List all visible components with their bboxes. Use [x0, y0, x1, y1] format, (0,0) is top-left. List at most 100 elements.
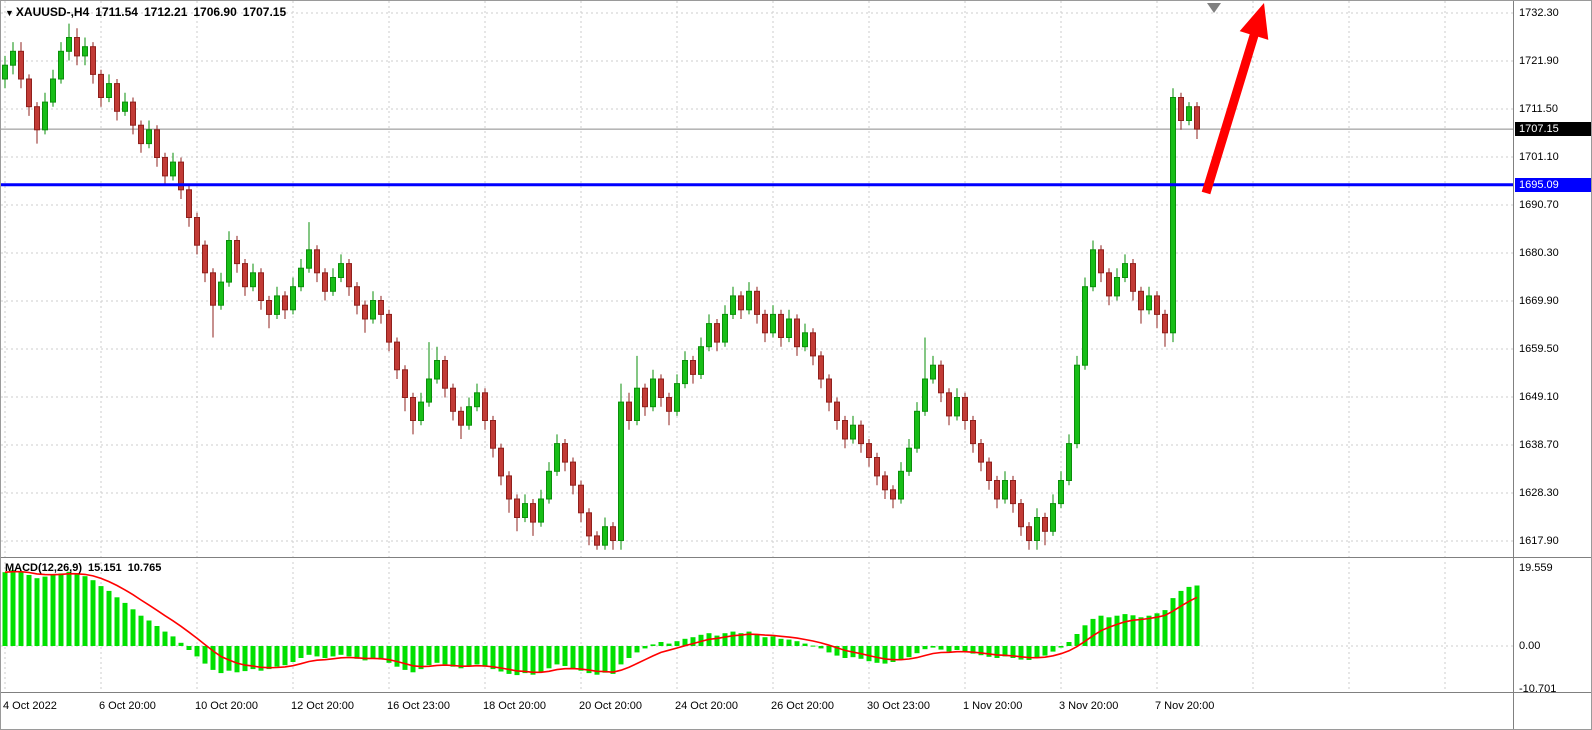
macd-histogram-bar	[746, 631, 752, 646]
candle-down	[354, 286, 360, 306]
macd-histogram-bar	[730, 631, 736, 646]
candle-up	[298, 267, 304, 288]
macd-histogram-bar	[786, 639, 792, 646]
macd-histogram-bar	[658, 642, 664, 646]
candle-down	[530, 503, 536, 523]
ohlc-close-value: 1707.15	[242, 5, 287, 19]
candle-down	[666, 397, 672, 412]
macd-histogram-bar	[1178, 590, 1184, 646]
macd-histogram-bar	[482, 646, 488, 667]
macd-histogram-bar	[898, 646, 904, 660]
candle-up	[770, 313, 776, 334]
candle-down	[970, 420, 976, 445]
macd-histogram-bar	[218, 646, 224, 674]
candle-up	[170, 161, 176, 177]
macd-histogram-bar	[114, 597, 120, 646]
macd-histogram-bar	[506, 646, 512, 674]
candle-up	[682, 360, 688, 385]
candle-up	[922, 378, 928, 412]
candle-down	[834, 401, 840, 422]
candle-up	[730, 295, 736, 315]
candle-down	[242, 263, 248, 288]
candle-down	[34, 106, 40, 131]
macd-histogram-bar	[642, 646, 648, 649]
candle-down	[890, 489, 896, 500]
macd-histogram-bar	[402, 646, 408, 670]
macd-histogram-bar	[858, 646, 864, 659]
macd-histogram-bar	[1042, 646, 1048, 656]
macd-histogram-bar	[370, 646, 376, 659]
candle-up	[1186, 106, 1192, 121]
macd-histogram-bar	[962, 646, 968, 652]
macd-histogram-bar	[1186, 586, 1192, 646]
candle-down	[986, 461, 992, 482]
candle-down	[818, 355, 824, 380]
candle-down	[1154, 295, 1160, 315]
candle-up	[538, 498, 544, 523]
candle-up	[802, 332, 808, 348]
macd-histogram-bar	[1010, 646, 1016, 658]
macd-histogram-bar	[354, 646, 360, 659]
candle-down	[394, 341, 400, 371]
macd-histogram-bar	[738, 633, 744, 646]
candle-up	[82, 46, 88, 57]
macd-histogram-bar	[234, 646, 240, 673]
candle-down	[130, 101, 136, 126]
candle-down	[962, 397, 968, 421]
macd-histogram-bar	[946, 646, 952, 652]
macd-histogram-bar	[146, 620, 152, 646]
candle-down	[178, 161, 184, 191]
candle-down	[202, 244, 208, 274]
candle-down	[570, 461, 576, 486]
candle-up	[1114, 277, 1120, 297]
macd-histogram-bar	[1026, 646, 1032, 660]
macd-histogram-bar	[978, 646, 984, 656]
candle-down	[578, 484, 584, 514]
candle-up	[786, 318, 792, 338]
macd-histogram-bar	[10, 570, 16, 646]
candle-up	[1090, 249, 1096, 288]
candle-up	[554, 443, 560, 472]
candle-down	[138, 124, 144, 145]
macd-histogram-bar	[970, 646, 976, 654]
macd-signal-line	[4, 570, 1198, 674]
candle-up	[10, 50, 16, 66]
candle-down	[514, 498, 520, 518]
macd-histogram-bar	[130, 609, 136, 646]
macd-histogram-bar	[426, 646, 432, 666]
candle-up	[898, 470, 904, 500]
macd-histogram-bar	[666, 643, 672, 646]
candle-up	[290, 286, 296, 311]
candle-down	[162, 157, 168, 177]
macd-histogram-bar	[210, 646, 216, 670]
macd-histogram-bar	[994, 646, 1000, 658]
candle-down	[1162, 313, 1168, 334]
candle-up	[250, 272, 256, 288]
candle-down	[378, 300, 384, 315]
candle-down	[442, 360, 448, 389]
candle-up	[66, 37, 72, 52]
macd-histogram-bar	[490, 646, 496, 670]
macd-histogram-bar	[66, 571, 72, 646]
candle-down	[738, 295, 744, 311]
candle-up	[930, 364, 936, 380]
candle-down	[842, 420, 848, 440]
macd-histogram-bar	[1170, 598, 1176, 646]
candle-up	[602, 526, 608, 546]
candle-up	[698, 346, 704, 375]
chart-shift-marker-icon[interactable]	[1207, 3, 1221, 13]
macd-histogram-bar	[834, 646, 840, 656]
candle-down	[1138, 290, 1144, 311]
candle-up	[426, 378, 432, 403]
macd-histogram-bar	[82, 576, 88, 646]
symbol-dropdown-icon[interactable]: ▼	[5, 8, 14, 18]
candle-down	[18, 50, 24, 80]
trend-arrow[interactable]	[1201, 3, 1269, 195]
candle-down	[282, 295, 288, 311]
candle-up	[274, 295, 280, 315]
candle-down	[826, 378, 832, 403]
candle-down	[210, 272, 216, 306]
macd-histogram-bar	[530, 646, 536, 675]
